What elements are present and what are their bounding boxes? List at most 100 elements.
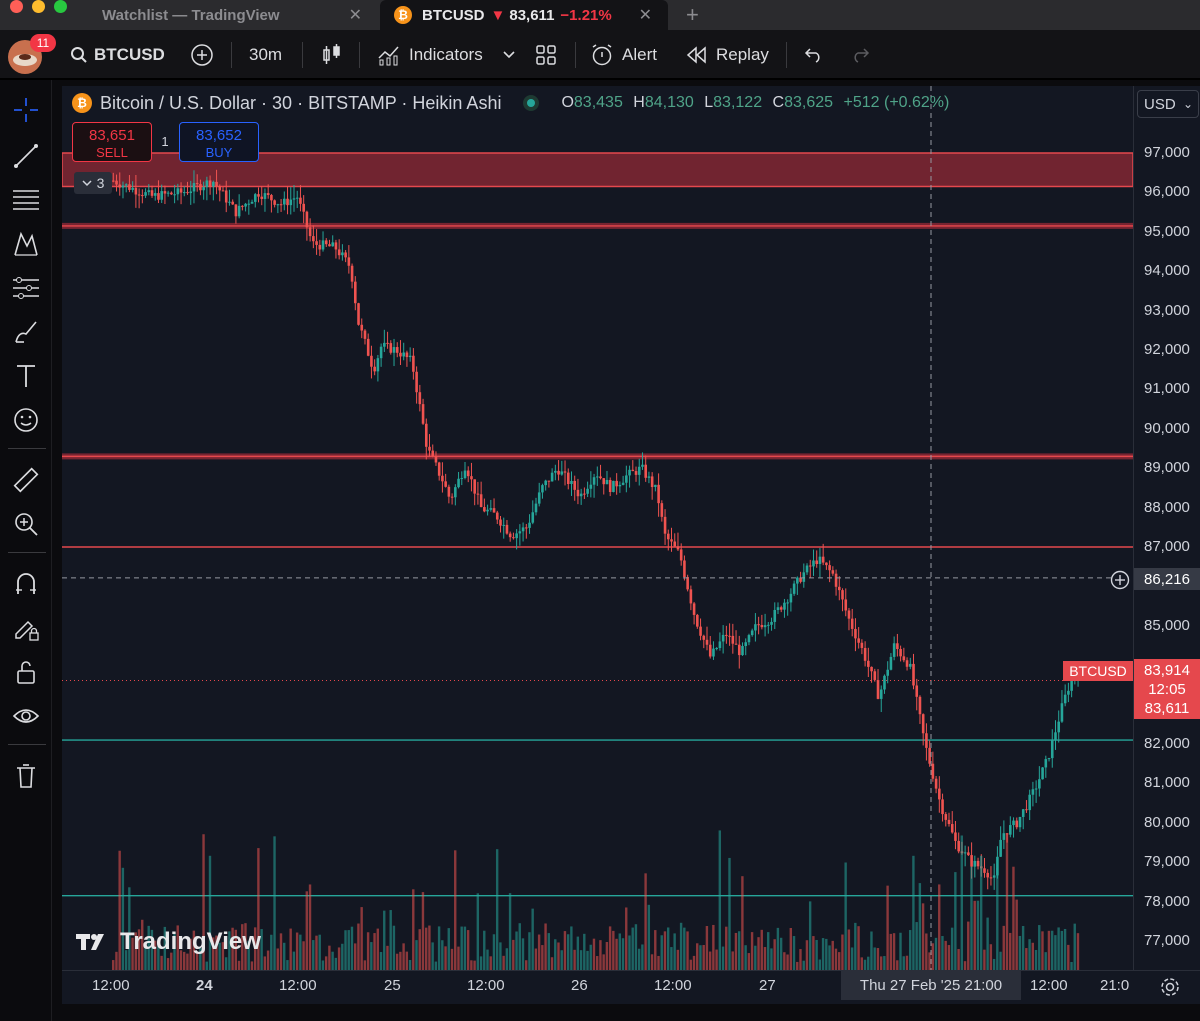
volume-bar bbox=[770, 948, 773, 970]
candle-body bbox=[586, 488, 589, 494]
magnet-tool[interactable] bbox=[8, 566, 44, 602]
candle-body bbox=[292, 198, 296, 200]
sell-button[interactable]: 83,651 SELL bbox=[72, 122, 152, 162]
candle-body bbox=[376, 358, 380, 372]
volume-bar bbox=[986, 917, 989, 970]
undo-button[interactable] bbox=[804, 30, 824, 80]
candle-body bbox=[1015, 820, 1019, 828]
indicators-button[interactable]: Indicators bbox=[377, 30, 483, 80]
volume-bar bbox=[1057, 927, 1060, 970]
candle-body bbox=[550, 472, 554, 482]
candle-body bbox=[779, 607, 783, 610]
volume-bar bbox=[437, 926, 441, 970]
volume-bar bbox=[115, 951, 118, 970]
candles-svg[interactable] bbox=[62, 86, 1133, 970]
alarm-clock-icon bbox=[592, 44, 612, 66]
lock-all-tool[interactable] bbox=[8, 654, 44, 690]
open-value: 83,435 bbox=[573, 94, 623, 111]
volume-bar bbox=[1073, 923, 1076, 970]
chart-type-button[interactable] bbox=[321, 30, 343, 80]
volume-bar bbox=[412, 889, 415, 970]
tab-watchlist[interactable]: Watchlist — TradingView ✕ bbox=[88, 0, 378, 30]
candle-body bbox=[934, 778, 938, 789]
volume-bar bbox=[337, 947, 341, 970]
alert-button[interactable]: Alert bbox=[590, 30, 657, 80]
quantity-value[interactable]: 1 bbox=[161, 134, 169, 149]
volume-bar bbox=[741, 876, 744, 970]
volume-bar bbox=[789, 927, 792, 970]
ruler-tool[interactable] bbox=[8, 462, 44, 498]
volume-bar bbox=[176, 925, 179, 970]
volume-bar bbox=[379, 952, 383, 970]
candle-body bbox=[689, 589, 693, 604]
stay-in-drawing-tool[interactable] bbox=[8, 610, 44, 646]
symbol-search[interactable]: BTCUSD bbox=[70, 30, 165, 80]
candle-body bbox=[305, 211, 309, 228]
volume-bar bbox=[1015, 899, 1018, 970]
close-window-button[interactable] bbox=[10, 0, 23, 13]
text-tool[interactable] bbox=[8, 358, 44, 394]
volume-bar bbox=[302, 941, 305, 970]
zoom-tool[interactable] bbox=[8, 506, 44, 542]
candle-body bbox=[583, 493, 586, 495]
indicators-dropdown[interactable] bbox=[503, 30, 515, 80]
sell-price: 83,651 bbox=[89, 127, 135, 144]
candle-body bbox=[773, 609, 777, 622]
currency-select[interactable]: USD ⌄ bbox=[1137, 90, 1199, 118]
trendline-tool[interactable] bbox=[8, 138, 44, 174]
volume-bar bbox=[996, 868, 999, 970]
volume-bar bbox=[1063, 928, 1067, 970]
add-level-button[interactable] bbox=[1109, 569, 1131, 591]
price-tick-label: 80,000 bbox=[1144, 813, 1190, 831]
minimize-window-button[interactable] bbox=[32, 0, 45, 13]
text-icon bbox=[17, 365, 35, 387]
replay-button[interactable]: Replay bbox=[686, 30, 769, 80]
volume-bar bbox=[173, 933, 176, 970]
volume-bar bbox=[447, 928, 450, 970]
compare-button[interactable] bbox=[190, 30, 214, 80]
pattern-tool[interactable] bbox=[8, 226, 44, 262]
volume-bar bbox=[1009, 932, 1012, 970]
tab-btcusd[interactable]: ₿ BTCUSD ▼ 83,611 −1.21% ✕ bbox=[380, 0, 668, 30]
maximize-window-button[interactable] bbox=[54, 0, 67, 13]
close-icon[interactable]: ✕ bbox=[348, 7, 362, 24]
chart-settings-button[interactable] bbox=[1158, 975, 1182, 999]
bitcoin-icon: ₿ bbox=[72, 93, 92, 113]
volume-bar bbox=[224, 957, 228, 970]
volume-bar bbox=[844, 862, 847, 970]
candle-body bbox=[634, 471, 638, 475]
candle-body bbox=[324, 240, 328, 245]
close-icon[interactable]: ✕ bbox=[638, 7, 652, 24]
candle-body bbox=[715, 648, 718, 650]
hide-drawings-tool[interactable] bbox=[8, 698, 44, 734]
volume-bar bbox=[354, 943, 357, 970]
volume-bar bbox=[557, 942, 560, 970]
redo-button[interactable] bbox=[850, 30, 870, 80]
candle-body bbox=[276, 204, 280, 206]
candle-body bbox=[483, 507, 486, 512]
candle-body bbox=[560, 471, 564, 475]
emoji-tool[interactable] bbox=[8, 402, 44, 438]
price-axis[interactable] bbox=[1133, 86, 1200, 970]
legend-title: Bitcoin / U.S. Dollar · 30 · BITSTAMP · … bbox=[100, 92, 502, 113]
layouts-button[interactable] bbox=[535, 30, 557, 80]
candle-body bbox=[767, 624, 770, 626]
volume-bar bbox=[821, 938, 825, 970]
crosshair-tool[interactable] bbox=[8, 92, 44, 128]
volume-bar bbox=[1025, 948, 1028, 970]
currency-label: USD bbox=[1144, 95, 1176, 113]
candle-body bbox=[992, 875, 996, 878]
brush-tool[interactable] bbox=[8, 314, 44, 350]
collapse-indicators-button[interactable]: 3 bbox=[74, 172, 112, 194]
remove-drawings-tool[interactable] bbox=[8, 758, 44, 794]
time-tick-label: 25 bbox=[384, 977, 401, 994]
forecast-tool[interactable] bbox=[8, 270, 44, 306]
interval-button[interactable]: 30m bbox=[249, 45, 283, 64]
price-tick-label: 93,000 bbox=[1144, 301, 1190, 319]
candle-body bbox=[373, 366, 376, 372]
volume-bar bbox=[489, 956, 492, 970]
buy-button[interactable]: 83,652 BUY bbox=[179, 122, 259, 162]
fib-tool[interactable] bbox=[8, 182, 44, 218]
price-chart[interactable] bbox=[62, 86, 1133, 970]
new-tab-button[interactable]: + bbox=[686, 2, 699, 27]
